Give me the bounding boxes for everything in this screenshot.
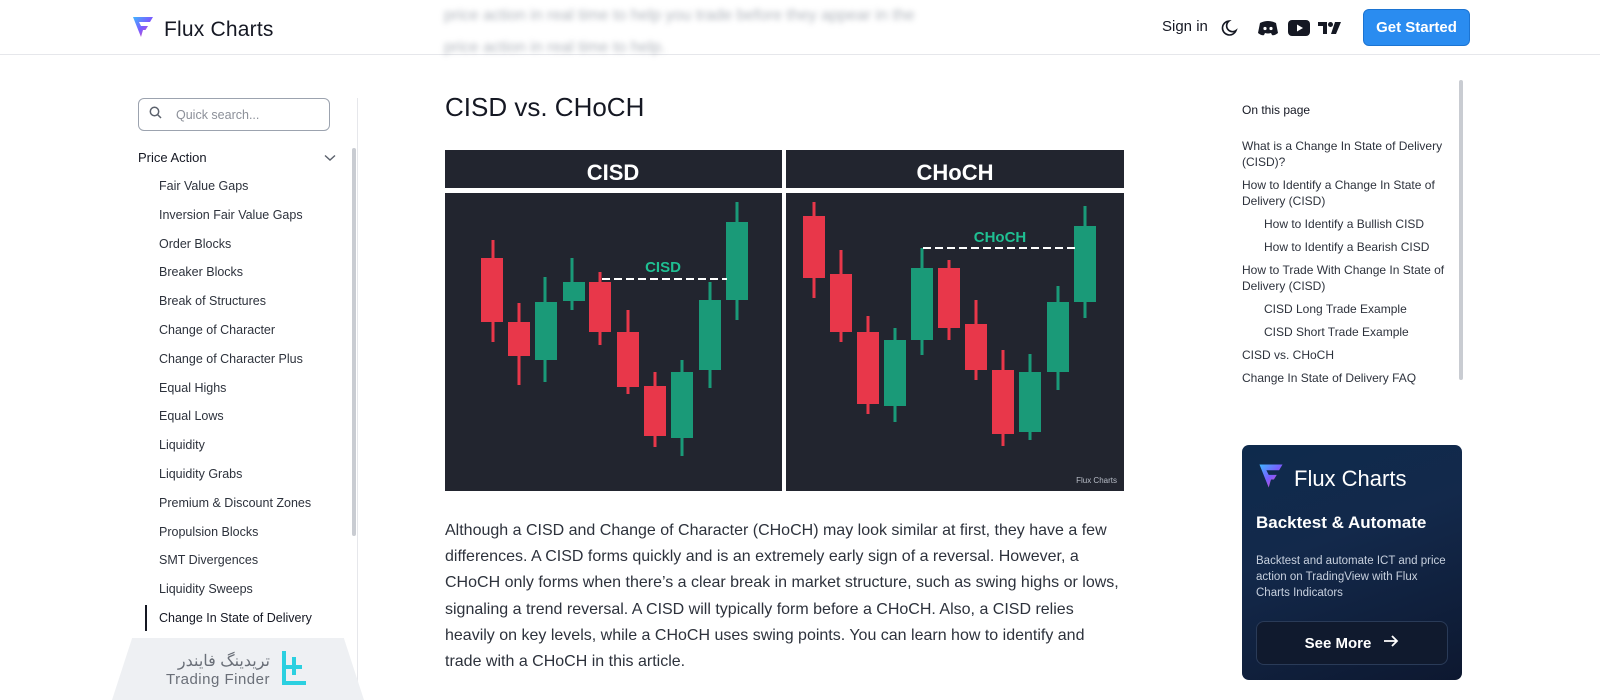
brand-logo[interactable]: Flux Charts [130,14,274,45]
cisd-vs-choch-figure: CISD CHoCH CISD [445,150,1124,491]
right-title-bar [786,150,1124,188]
get-started-button[interactable]: Get Started [1363,9,1470,46]
sidebar-item-smt-divergences[interactable]: SMT Divergences [159,553,259,568]
tradingview-icon[interactable] [1318,16,1342,40]
quick-search-box[interactable] [138,98,330,131]
sidebar-item-propulsion-blocks[interactable]: Propulsion Blocks [159,524,259,539]
discord-icon[interactable] [1256,16,1280,40]
sidebar-divider [357,98,358,700]
toc-item[interactable]: CISD Short Trade Example [1264,325,1409,339]
promo-card: Flux Charts Backtest & Automate Backtest… [1242,445,1462,680]
toc-title: On this page [1242,103,1311,117]
blurred-line-1: price action in real time to help you tr… [444,7,915,24]
right-choch-label: CHoCH [974,229,1027,246]
toc-item[interactable]: What is a Change In State of Delivery (C… [1242,139,1443,169]
see-more-label: See More [1304,634,1372,652]
sidebar-item-break-of-structures[interactable]: Break of Structures [159,294,266,309]
see-more-button[interactable]: See More [1256,621,1448,665]
chevron-down-icon [324,150,336,165]
sidebar-item-fair-value-gaps[interactable]: Fair Value Gaps [159,179,249,193]
left-cisd-label: CISD [645,259,681,276]
youtube-icon[interactable] [1287,16,1311,40]
brand-name: Flux Charts [164,17,274,41]
blurred-line-2: price action in real time to help. [444,39,666,56]
sidebar-item-liquidity[interactable]: Liquidity [159,438,205,453]
flux-logo-icon [1256,461,1286,496]
sidebar-item-change-of-character[interactable]: Change of Character [159,322,276,337]
watermark-text: تریدینگ فایندر Trading Finder [166,651,270,688]
search-icon [149,106,162,124]
right-candles: CHoCH [803,202,1096,446]
sidebar-item-liquidity-grabs[interactable]: Liquidity Grabs [159,466,243,481]
sidebar-item-cisd-active[interactable]: Change In State of Delivery [159,610,312,625]
watermark-persian: تریدینگ فایندر [177,652,270,670]
arrow-right-icon [1383,634,1399,652]
toc-scrollbar[interactable] [1459,80,1463,380]
promo-logo: Flux Charts [1256,461,1406,496]
toc-item[interactable]: How to Trade With Change In State of Del… [1242,263,1445,293]
watermark-english: Trading Finder [166,670,270,688]
blurred-background-text: price action in real time to help you tr… [444,0,1124,64]
promo-title: Backtest & Automate [1256,513,1427,532]
sidebar-item-equal-lows[interactable]: Equal Lows [159,409,224,424]
toc-item[interactable]: CISD Long Trade Example [1264,302,1407,316]
promo-description: Backtest and automate ICT and price acti… [1256,555,1446,599]
article-paragraph: Although a CISD and Change of Character … [445,522,1119,671]
sidebar-item-equal-highs[interactable]: Equal Highs [159,380,227,395]
sign-in-link[interactable]: Sign in [1162,18,1208,35]
sidebar-item-breaker-blocks[interactable]: Breaker Blocks [159,265,244,280]
sidebar-scrollbar[interactable] [352,148,356,536]
sidebar-item-premium-discount[interactable]: Premium & Discount Zones [159,495,312,510]
section-title: Price Action [138,150,207,165]
figure-credit: Flux Charts [1076,476,1117,485]
search-input[interactable] [176,107,316,122]
toc-item[interactable]: CISD vs. CHoCH [1242,348,1335,362]
toc-item[interactable]: How to Identify a Change In State of Del… [1242,178,1435,208]
toc-item[interactable]: How to Identify a Bullish CISD [1264,217,1425,231]
page-title: CISD vs. CHoCH [445,92,645,122]
top-header: Flux Charts price action in real time to… [0,0,1600,56]
right-panel [786,193,1124,491]
right-title: CHoCH [917,160,994,185]
left-title-bar [445,150,782,188]
sidebar-nav: Fair Value Gaps Inversion Fair Value Gap… [159,178,312,639]
table-of-contents: What is a Change In State of Delivery (C… [1242,138,1457,393]
toc-item[interactable]: Change In State of Delivery FAQ [1242,371,1417,385]
sidebar-item-inversion-fvg[interactable]: Inversion Fair Value Gaps [159,207,303,222]
trading-finder-logo-icon [280,647,310,692]
sidebar-item-order-blocks[interactable]: Order Blocks [159,236,232,251]
toc-item[interactable]: How to Identify a Bearish CISD [1264,240,1430,254]
active-item-indicator [145,605,147,631]
section-price-action[interactable]: Price Action [138,150,336,165]
sidebar-item-choch-plus[interactable]: Change of Character Plus [159,351,303,366]
left-panel [445,193,782,491]
flux-logo-icon [130,14,156,45]
trading-finder-watermark: تریدینگ فایندر Trading Finder [112,638,364,700]
sidebar-item-liquidity-sweeps[interactable]: Liquidity Sweeps [159,582,253,597]
moon-icon[interactable] [1219,16,1243,40]
promo-brand: Flux Charts [1294,465,1407,491]
left-candles: CISD [481,202,748,456]
left-title: CISD [587,160,640,185]
